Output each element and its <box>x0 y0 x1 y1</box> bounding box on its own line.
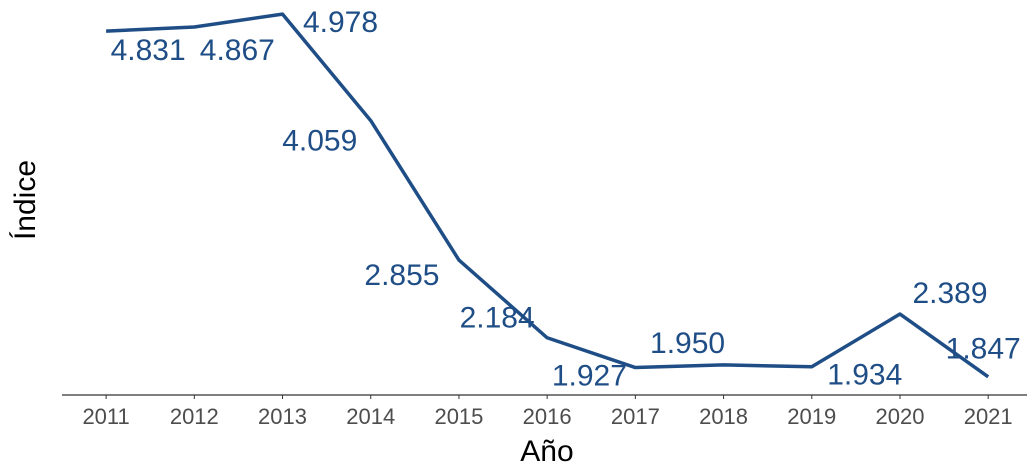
x-tick-label: 2012 <box>170 404 219 429</box>
data-label: 1.934 <box>827 359 902 392</box>
y-axis-title: Índice <box>9 160 42 240</box>
data-label: 4.059 <box>282 125 357 158</box>
data-label: 2.389 <box>912 277 987 310</box>
data-label: 2.184 <box>460 302 535 335</box>
x-tick-label: 2014 <box>346 404 395 429</box>
data-label: 2.855 <box>364 259 439 292</box>
x-tick-label: 2011 <box>82 404 129 429</box>
x-tick-label: 2019 <box>787 404 836 429</box>
line <box>106 12 990 379</box>
x-tick-label: 2013 <box>258 404 307 429</box>
x-tick-label: 2018 <box>699 404 748 429</box>
data-label: 4.978 <box>303 6 378 39</box>
data-label: 4.867 <box>200 34 275 67</box>
x-tick-label: 2015 <box>434 404 483 429</box>
x-tick-label: 2017 <box>611 404 660 429</box>
data-label: 1.847 <box>946 333 1021 366</box>
x-axis-title: Año <box>520 435 573 468</box>
data-label: 1.927 <box>552 359 627 392</box>
x-tick-label: 2016 <box>523 404 572 429</box>
x-tick-label: 2021 <box>964 404 1013 429</box>
data-label: 1.950 <box>650 327 725 360</box>
x-tick-label: 2020 <box>876 404 925 429</box>
data-label: 4.831 <box>111 34 186 67</box>
